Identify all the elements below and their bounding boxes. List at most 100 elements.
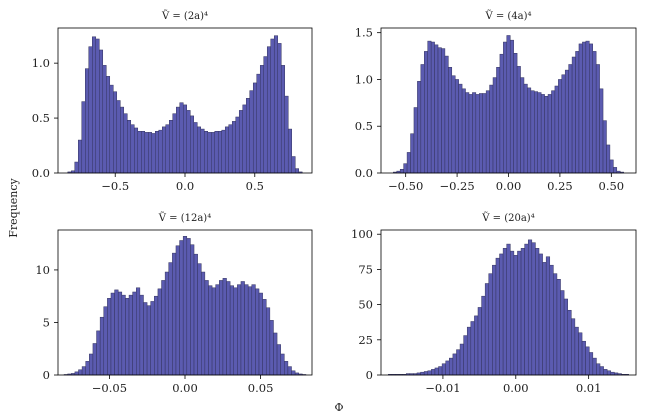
subplot-2: Ṽ = (4a)⁴ −0.50 −0.25 0.00 0.25 0.50 0.0 0.5 1.0… [355, 10, 637, 193]
x-tick-label: 0.01 [576, 381, 602, 395]
histogram-bar [492, 77, 497, 174]
histogram-bar [125, 298, 130, 376]
histogram-bar [427, 370, 432, 376]
histogram-bar [599, 88, 604, 174]
histogram-bar [172, 252, 177, 376]
histogram-bar [165, 124, 170, 174]
histogram-bar [238, 110, 243, 174]
histogram-bar [456, 349, 461, 376]
histogram-bar [558, 79, 563, 174]
histogram-bar [78, 139, 83, 174]
x-tick-label: 0.00 [172, 381, 198, 395]
histogram-bar [240, 281, 245, 376]
histogram-bar [183, 104, 187, 174]
histogram-bar [242, 104, 247, 174]
histogram-bar [542, 262, 547, 376]
histogram-bar [151, 133, 156, 174]
histogram-bar [121, 294, 126, 376]
histogram-bar [531, 242, 536, 376]
histogram-bar [567, 309, 572, 376]
histogram-bar [578, 43, 583, 174]
y-tick-label: 1.5 [355, 26, 373, 40]
histogram-bar [417, 81, 422, 174]
histogram-bar [544, 96, 549, 174]
histogram-bar [228, 124, 233, 174]
histogram-bar [255, 288, 260, 376]
y-tick-label: 25 [358, 333, 373, 347]
histogram-bar [294, 168, 299, 174]
histogram-bar [197, 126, 201, 174]
histogram-bar [291, 156, 296, 174]
histogram-bar [134, 127, 139, 174]
histogram-bar [506, 35, 511, 174]
histogram-bar [88, 46, 93, 174]
histogram-bar [527, 239, 533, 376]
histogram-bar [249, 90, 254, 174]
histogram-bar [291, 370, 296, 376]
histogram-bar [74, 161, 79, 174]
histogram-bar [571, 56, 576, 174]
histogram-bar [245, 98, 250, 174]
histogram-bar [259, 65, 264, 174]
histogram-bar [588, 352, 594, 376]
histogram-bar [280, 65, 285, 174]
histogram-bar [406, 152, 411, 174]
histogram-bar [465, 92, 470, 174]
histogram-bar [613, 167, 618, 174]
histogram-bar [273, 35, 278, 174]
histogram-bar [231, 121, 236, 174]
histogram-bar [452, 353, 457, 376]
histogram-bar [217, 131, 222, 174]
histogram-bar [461, 88, 466, 174]
histogram-bar [85, 68, 90, 174]
histogram-bar [606, 144, 611, 174]
histogram-bar [95, 38, 100, 174]
histogram-bar [602, 120, 607, 174]
histogram-bar [229, 285, 234, 376]
histogram-bar [538, 253, 543, 376]
histogram-bar [517, 250, 522, 376]
histogram-bar [258, 292, 263, 376]
histogram-bar [431, 369, 436, 376]
histogram-bar [561, 74, 566, 174]
histogram-bar [437, 47, 442, 174]
histogram-bar [116, 100, 121, 174]
histogram-bar [179, 240, 184, 376]
histogram-bar [141, 131, 146, 174]
histogram-bar [502, 248, 507, 376]
histogram-bar [179, 102, 184, 174]
histogram-bar [582, 41, 587, 174]
histogram-bar [564, 69, 569, 174]
histogram-bar [235, 116, 240, 174]
subplot-title: Ṽ = (2a)⁴ [161, 10, 208, 22]
histogram-bar [157, 288, 162, 376]
histogram-bar [441, 363, 446, 376]
histogram-bar [139, 294, 144, 376]
histogram-bar [468, 94, 473, 174]
histogram-bar [575, 51, 580, 174]
histogram-bar [509, 39, 514, 174]
histogram-bar [280, 353, 285, 376]
histogram-bar [78, 369, 83, 376]
histogram-bar [186, 110, 191, 174]
histogram-bar [200, 128, 205, 174]
subplot-title: Ṽ = (4a)⁴ [484, 10, 531, 22]
histogram-bar [287, 366, 292, 376]
histogram-bar [595, 64, 600, 174]
histogram-bar [190, 244, 195, 376]
histogram-bar [219, 280, 224, 376]
y-tick-label: 0.0 [355, 166, 373, 180]
histogram-bar [524, 243, 529, 376]
histogram-bar [545, 256, 551, 376]
histogram-bar [247, 286, 253, 376]
histogram-bar [107, 298, 112, 376]
y-tick-label: 0.0 [32, 166, 50, 180]
histogram-bar [89, 353, 94, 376]
histogram-bar [420, 64, 425, 174]
histogram-bar [284, 95, 289, 174]
histogram-bar [154, 295, 159, 376]
y-tick-label: 1.0 [355, 72, 373, 86]
histogram-bar [438, 366, 443, 376]
histogram-bar [403, 163, 408, 174]
histogram-bar [520, 248, 525, 376]
